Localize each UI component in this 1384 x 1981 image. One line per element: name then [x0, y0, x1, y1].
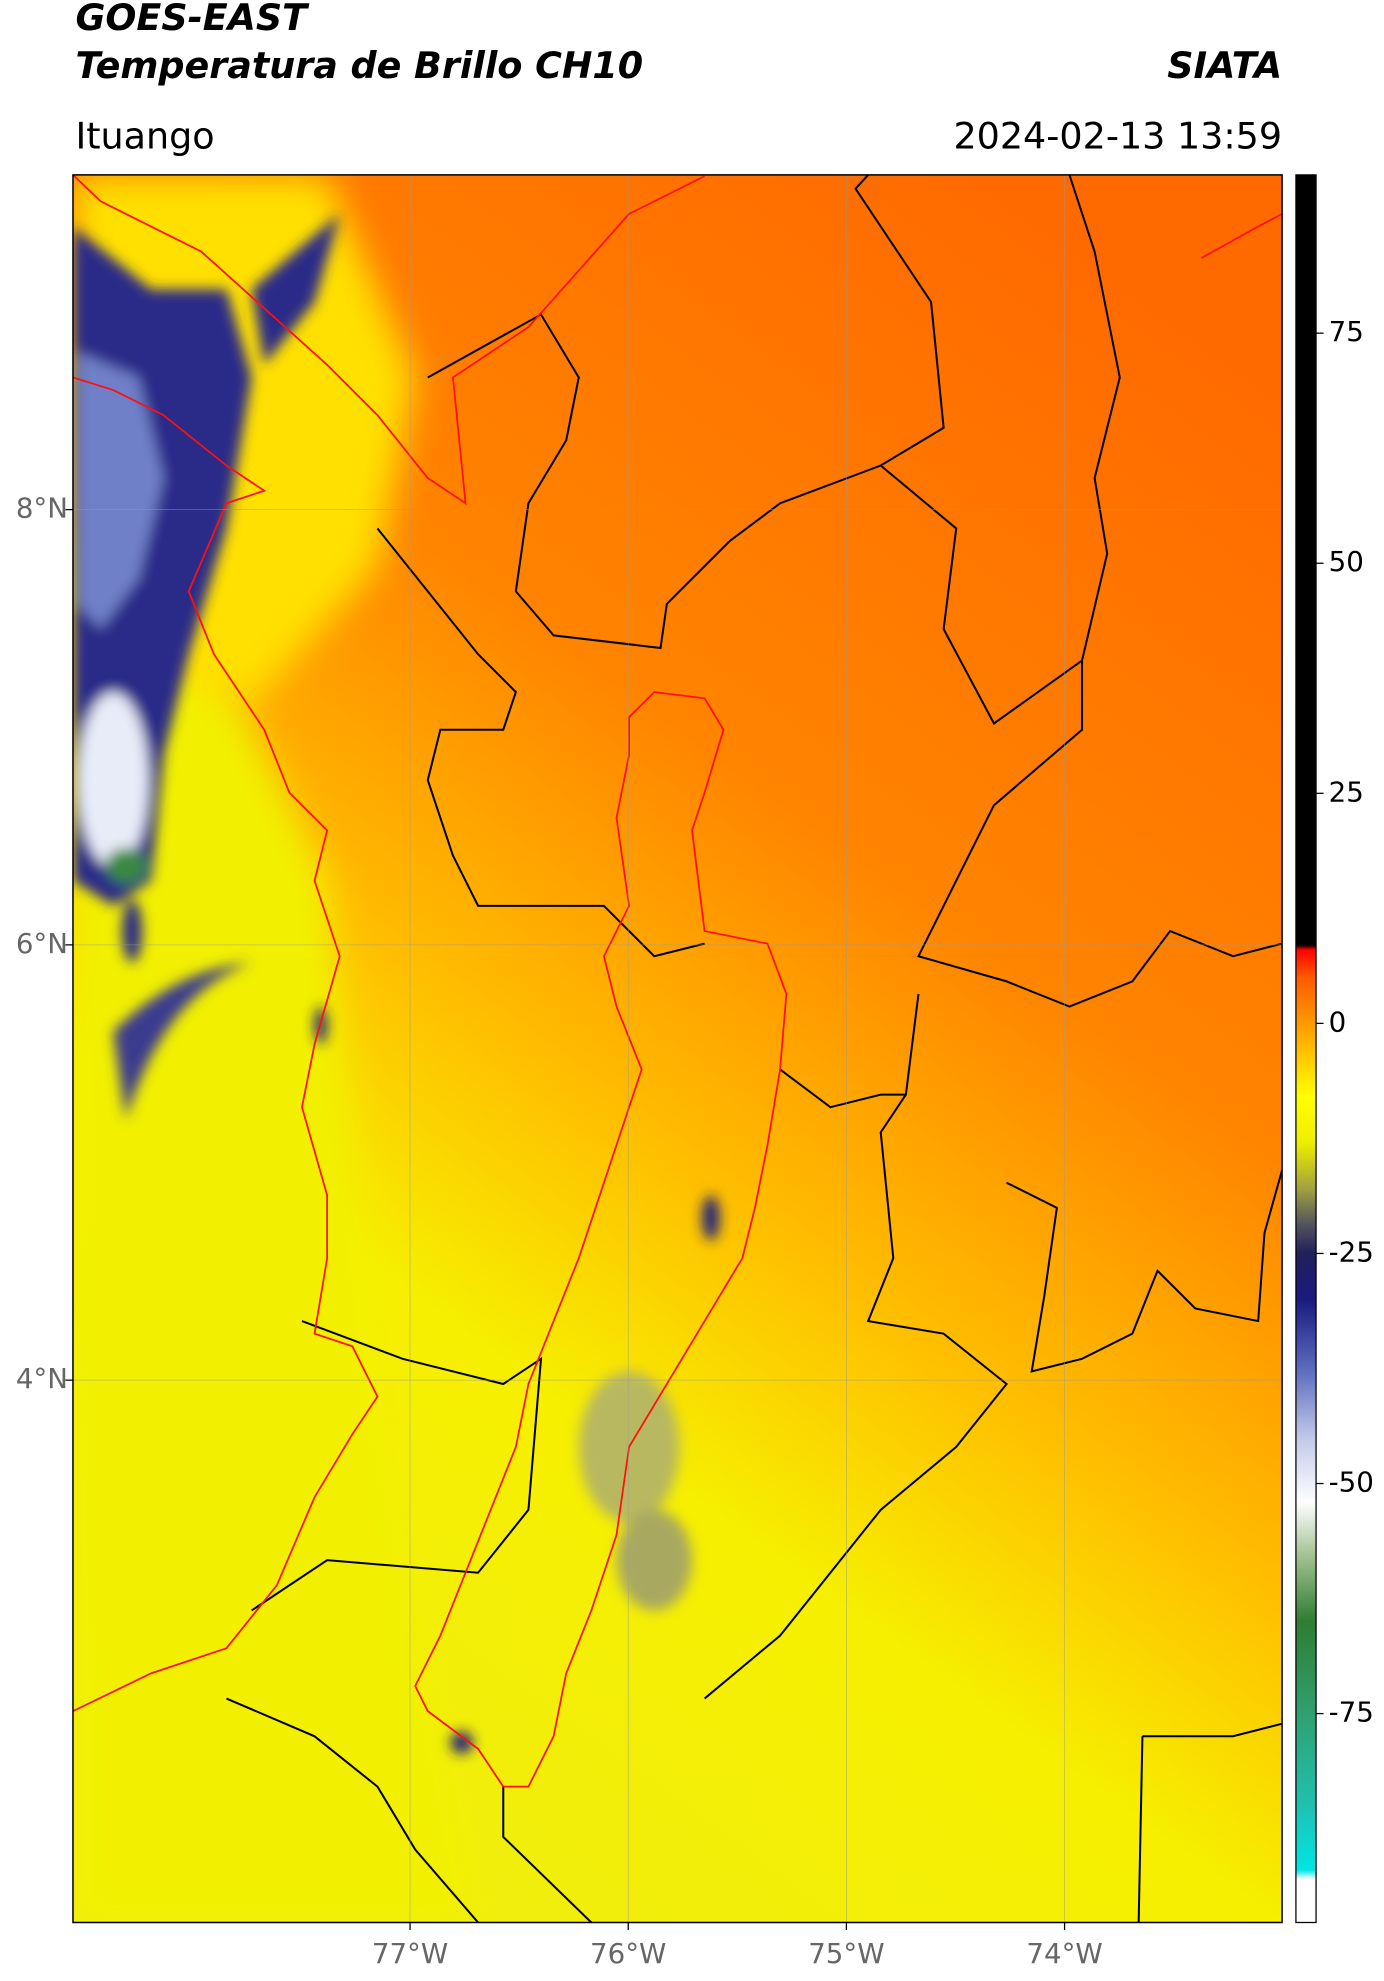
source: SIATA — [1167, 44, 1282, 87]
colorbar-tick-label: -25 — [1329, 1235, 1374, 1268]
colorbar-tick-label: 0 — [1329, 1005, 1347, 1038]
y-tick-label: 4°N — [16, 1362, 68, 1395]
clouds — [72, 213, 720, 1754]
x-tick-label: 74°W — [1026, 1937, 1102, 1970]
y-tick-label: 8°N — [16, 492, 68, 525]
map-frame — [72, 174, 1283, 1924]
colorbar-tick-label: 25 — [1329, 775, 1364, 808]
x-tick-label: 75°W — [808, 1937, 884, 1970]
colorbar-tick-label: -75 — [1329, 1696, 1374, 1729]
borders — [226, 174, 1283, 1923]
title: GOES-EAST — [75, 0, 310, 39]
colorbar-tick-label: 50 — [1329, 545, 1364, 578]
coastline — [72, 174, 1283, 1788]
datetime: 2024-02-13 13:59 — [953, 114, 1282, 157]
colorbar-tick-label: 75 — [1329, 315, 1364, 348]
colorbar-tick-label: -50 — [1329, 1466, 1374, 1499]
map-image — [72, 174, 1283, 1923]
colorbar — [1295, 174, 1317, 1924]
y-tick-label: 6°N — [16, 927, 68, 960]
subtitle: Temperatura de Brillo CH10 — [75, 44, 643, 87]
x-tick-label: 76°W — [590, 1937, 666, 1970]
location: Ituango — [75, 114, 214, 157]
warm-coast — [72, 528, 479, 1923]
x-tick-label: 77°W — [372, 1937, 448, 1970]
graticule — [72, 174, 1283, 1923]
